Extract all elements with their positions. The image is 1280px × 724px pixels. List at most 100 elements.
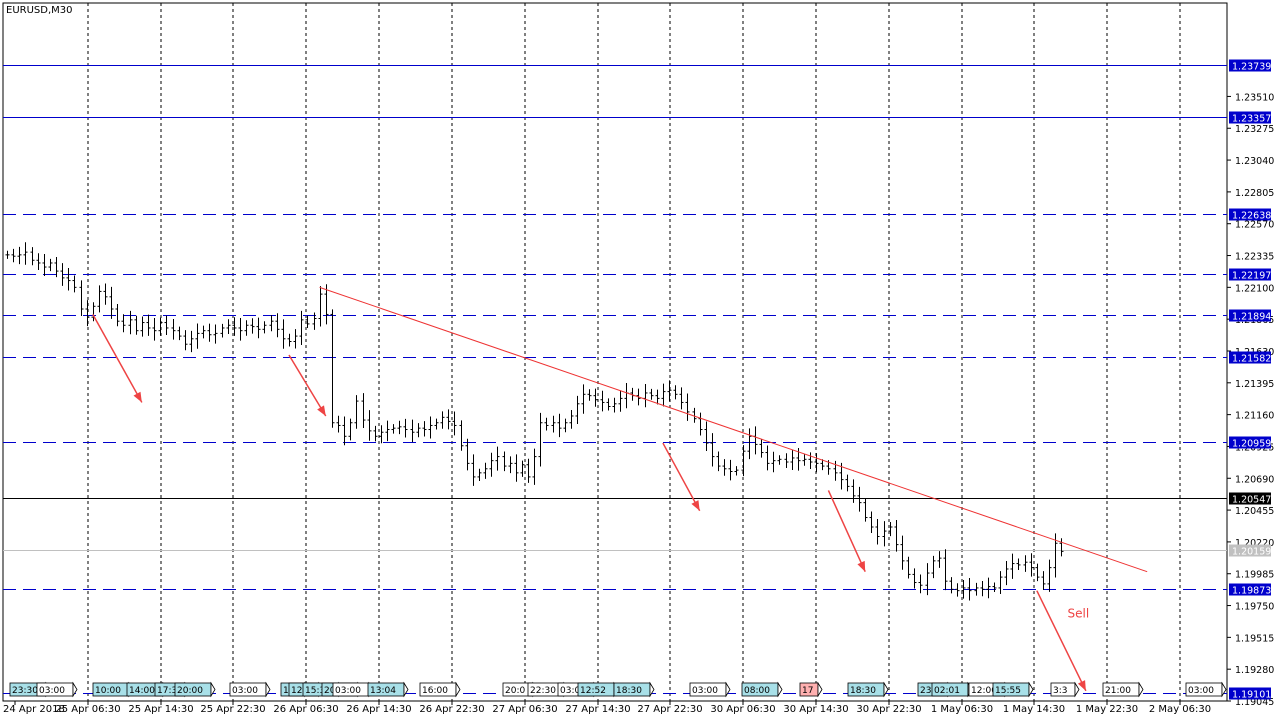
y-tick-label: 1.23040: [1235, 156, 1274, 167]
event-marker-tip: [1138, 681, 1144, 698]
y-tick-label: 1.23275: [1235, 124, 1274, 135]
event-marker-tip: [817, 681, 823, 698]
level-price-tag: [1229, 351, 1271, 364]
level-price-tag: [1229, 111, 1271, 124]
level-price-tag: [1229, 268, 1271, 281]
sell-annotation[interactable]: Sell: [1067, 607, 1089, 621]
y-tick-label: 1.19985: [1235, 570, 1274, 581]
event-marker-label: 16:00: [422, 686, 448, 696]
event-marker-label: 08:00: [744, 686, 770, 696]
event-marker-label: 02:01: [934, 686, 960, 696]
grid: [87, 3, 1181, 701]
trendline[interactable]: [319, 286, 1148, 573]
arrow-head[interactable]: [317, 405, 326, 416]
arrow-line[interactable]: [662, 442, 701, 512]
level-price-tag: [1229, 59, 1271, 72]
event-marker[interactable]: 03:00: [1185, 681, 1227, 698]
event-marker[interactable]: 03:00: [36, 681, 78, 698]
x-tick-label: 26 Apr 14:30: [346, 704, 411, 715]
event-marker-label: 03:00: [1188, 686, 1214, 696]
arrow-line[interactable]: [827, 490, 866, 572]
y-tick-label: 1.19750: [1235, 602, 1274, 613]
level-price-tag-label: 1.20547: [1232, 495, 1271, 506]
x-tick-label: 1 May 22:30: [1076, 704, 1138, 715]
event-marker[interactable]: 18:30: [847, 681, 889, 698]
event-marker[interactable]: 12:52: [577, 681, 619, 698]
x-tick-label: 25 Apr 22:30: [200, 704, 265, 715]
event-marker-label: 17:3: [157, 686, 177, 696]
event-marker[interactable]: 03:00: [229, 681, 271, 698]
x-tick-label: 27 Apr 06:30: [492, 704, 557, 715]
arrow-line[interactable]: [1036, 590, 1087, 692]
x-tick-label: 27 Apr 14:30: [565, 704, 630, 715]
event-marker[interactable]: 17: [799, 681, 823, 698]
x-tick-label: 26 Apr 22:30: [419, 704, 484, 715]
x-tick-label: 30 Apr 06:30: [710, 704, 775, 715]
plot-frame: [2, 2, 1228, 702]
event-marker-tip: [725, 681, 731, 698]
event-marker-tip: [72, 681, 78, 698]
x-tick-label: 27 Apr 22:30: [637, 704, 702, 715]
arrow-line[interactable]: [288, 354, 327, 417]
level-price-tag: [1229, 687, 1271, 700]
price-tags: 1.23739 1.23357 1.22638 1.22197 1.21894 1.215…: [1229, 59, 1271, 701]
event-marker-label: 03:00: [560, 686, 586, 696]
level-price-tag-label: 1.21582: [1232, 354, 1271, 365]
event-marker[interactable]: 15:55: [992, 681, 1034, 698]
event-marker-label: 03:00: [335, 686, 361, 696]
arrow-head[interactable]: [1077, 680, 1086, 691]
event-marker-label: 12:0: [291, 686, 311, 696]
event-marker-label: 14:00: [129, 686, 155, 696]
annotations[interactable]: Sell: [92, 314, 1089, 692]
event-marker[interactable]: 16:00: [419, 681, 461, 698]
event-marker-tip: [455, 681, 461, 698]
level-price-tag-label: 1.22638: [1232, 211, 1271, 222]
y-tick-label: 1.22570: [1235, 220, 1274, 231]
event-marker[interactable]: 20:00: [174, 681, 216, 698]
level-price-tag-label: 1.23739: [1232, 62, 1271, 73]
level-price-tag-label: 1.19101: [1232, 690, 1271, 701]
level-price-tag: [1229, 583, 1271, 596]
event-marker[interactable]: 03:00: [689, 681, 731, 698]
arrow-line[interactable]: [92, 314, 143, 403]
arrow-head[interactable]: [857, 560, 866, 572]
y-tick-label: 1.22100: [1235, 283, 1274, 294]
event-marker-tip: [210, 681, 216, 698]
trendline-group[interactable]: [319, 286, 1148, 573]
event-marker-label: 17: [802, 686, 813, 696]
event-marker-label: 15:30: [305, 686, 331, 696]
event-marker-label: 20:0: [505, 686, 525, 696]
event-marker[interactable]: 08:00: [741, 681, 783, 698]
price-bars: [5, 242, 1064, 601]
level-price-tag: [1229, 436, 1271, 449]
x-tick-label: 1 May 14:30: [1003, 704, 1065, 715]
symbol-label: EURUSD,M30: [6, 5, 72, 16]
event-marker-tip: [403, 681, 409, 698]
event-marker[interactable]: 03:00: [332, 681, 374, 698]
event-marker[interactable]: 3:3: [1050, 681, 1080, 698]
event-markers[interactable]: 23:3003:0010:0014:0017:320:0003:0010:12:…: [9, 681, 1227, 698]
event-marker[interactable]: 21:00: [1102, 681, 1144, 698]
x-tick-label: 25 Apr 06:30: [55, 704, 120, 715]
y-tick-label: 1.22805: [1235, 188, 1274, 199]
y-tick-label: 1.19515: [1235, 633, 1274, 644]
x-tick-label: 30 Apr 22:30: [856, 704, 921, 715]
arrow-head[interactable]: [691, 500, 700, 511]
event-marker-label: 3:3: [1053, 686, 1067, 696]
event-marker-tip: [1074, 681, 1080, 698]
event-marker[interactable]: 18:30: [613, 681, 655, 698]
event-marker-tip: [883, 681, 889, 698]
event-marker[interactable]: 02:01: [931, 681, 973, 698]
event-marker[interactable]: 13:04: [367, 681, 409, 698]
y-tick-label: 1.23510: [1235, 92, 1274, 103]
event-marker-label: 03:00: [39, 686, 65, 696]
arrow-head[interactable]: [133, 391, 142, 403]
level-price-tag-label: 1.21894: [1232, 312, 1271, 323]
x-tick-label: 24 Apr 2018: [3, 704, 65, 715]
event-marker-label: 10:00: [95, 686, 121, 696]
event-marker-label: 13:04: [370, 686, 396, 696]
